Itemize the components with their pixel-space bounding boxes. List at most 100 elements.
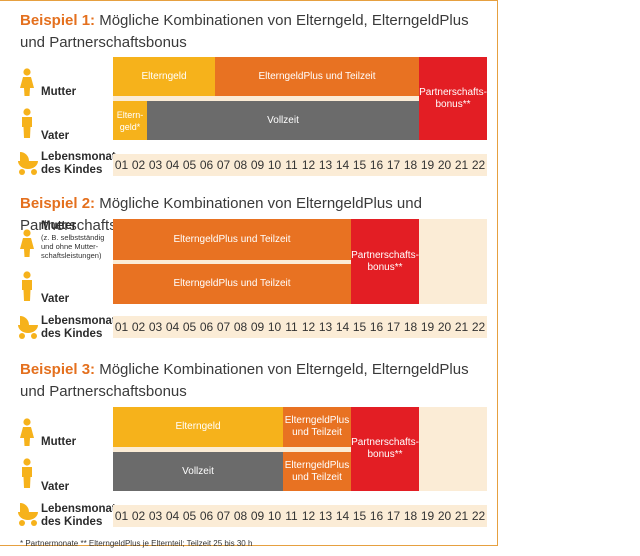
month-label: 21 <box>454 509 469 523</box>
month-label: 05 <box>182 509 197 523</box>
month-label: 09 <box>250 320 265 334</box>
example3-title-number: Beispiel 3: <box>20 361 96 378</box>
month-label: 15 <box>352 509 367 523</box>
month-label: 15 <box>352 320 367 334</box>
month-label: 18 <box>403 320 418 334</box>
example2-label-mutter: Mutter <box>41 220 77 232</box>
month-label: 13 <box>318 509 333 523</box>
example1-bar-mutter-elterngeldplus: ElterngeldPlus und Teilzeit <box>215 57 419 96</box>
example1-bar-mutter-elterngeld: Elterngeld <box>113 57 215 96</box>
month-label: 05 <box>182 320 197 334</box>
example1-title: Beispiel 1: Mögliche Kombinationen von E… <box>20 10 490 54</box>
month-label: 03 <box>148 509 163 523</box>
month-label: 08 <box>233 158 248 172</box>
month-label: 07 <box>216 158 231 172</box>
example1-label-mutter: Mutter <box>41 86 77 98</box>
month-label: 03 <box>148 320 163 334</box>
month-label: 05 <box>182 158 197 172</box>
month-label: 10 <box>267 320 282 334</box>
example1-label-lebensmonat: Lebensmonat des Kindes <box>41 151 116 176</box>
example2-bar-partnerschaftsbonus: Partnerschafts-bonus** <box>351 219 419 304</box>
month-label: 14 <box>335 320 350 334</box>
example1-month-row: 01 02 03 04 05 06 07 08 09 10 11 12 13 14 15 16 17 18 19 20… <box>113 154 487 176</box>
month-label: 02 <box>131 509 146 523</box>
month-label: 15 <box>352 158 367 172</box>
example2-bar-vater-elterngeldplus: ElterngeldPlus und Teilzeit <box>113 264 351 304</box>
month-label: 17 <box>386 320 401 334</box>
example3-label-mutter: Mutter <box>41 436 77 448</box>
month-label: 11 <box>285 158 298 172</box>
month-label: 17 <box>386 509 401 523</box>
man-icon <box>22 108 32 138</box>
example3-label-lebensmonat: Lebensmonat des Kindes <box>41 503 116 528</box>
month-label: 19 <box>420 320 435 334</box>
month-label: 11 <box>285 509 298 523</box>
month-label: 18 <box>403 158 418 172</box>
month-label: 13 <box>318 320 333 334</box>
woman-icon <box>20 418 34 446</box>
month-label: 04 <box>165 320 180 334</box>
man-icon <box>22 458 32 488</box>
example3-bar-mutter-elterngeldplus: ElterngeldPlus und Teilzeit <box>283 407 351 447</box>
example2-month-row: 01 02 03 04 05 06 07 08 09 10 11 12 13 14 15 16 17 18 19 20… <box>113 316 487 338</box>
month-label: 20 <box>437 158 452 172</box>
month-label: 11 <box>285 320 298 334</box>
example3-title-text: Mögliche Kombinationen von Elterngeld, E… <box>20 361 469 400</box>
month-label: 09 <box>250 509 265 523</box>
month-label: 13 <box>318 158 333 172</box>
example2-title-number: Beispiel 2: <box>20 195 96 212</box>
month-label: 12 <box>301 158 316 172</box>
month-label: 17 <box>386 158 401 172</box>
month-label: 14 <box>335 509 350 523</box>
month-label: 08 <box>233 509 248 523</box>
example3-month-row: 01 02 03 04 05 06 07 08 09 10 11 12 13 14 15 16 17 18 19 20… <box>113 505 487 527</box>
example3-title: Beispiel 3: Mögliche Kombinationen von E… <box>20 359 490 403</box>
month-label: 01 <box>114 158 129 172</box>
month-label: 18 <box>403 509 418 523</box>
month-label: 16 <box>369 509 384 523</box>
month-label: 16 <box>369 320 384 334</box>
man-icon <box>22 271 32 301</box>
woman-icon <box>20 68 34 96</box>
month-label: 02 <box>131 320 146 334</box>
example2-label-lebensmonat: Lebensmonat des Kindes <box>41 315 116 340</box>
example1-bar-partnerschaftsbonus: Partnerschafts-bonus** <box>419 57 487 140</box>
figure-frame <box>0 0 498 546</box>
footnote: * Partnermonate ** ElterngeldPlus je Elt… <box>20 539 253 548</box>
month-label: 22 <box>471 509 486 523</box>
month-label: 01 <box>114 320 129 334</box>
month-label: 02 <box>131 158 146 172</box>
example1-label-vater: Vater <box>41 130 70 142</box>
example1-bar-vater-elterngeld: Eltern-geld* <box>113 101 147 140</box>
month-label: 04 <box>165 509 180 523</box>
month-label: 03 <box>148 158 163 172</box>
month-label: 19 <box>420 509 435 523</box>
month-label: 08 <box>233 320 248 334</box>
example3-bar-vater-elterngeldplus: ElterngeldPlus und Teilzeit <box>283 452 351 491</box>
month-label: 16 <box>369 158 384 172</box>
baby-stroller-icon <box>18 152 38 175</box>
month-label: 07 <box>216 320 231 334</box>
month-label: 12 <box>301 320 316 334</box>
month-label: 20 <box>437 320 452 334</box>
month-label: 07 <box>216 509 231 523</box>
woman-icon <box>20 229 34 257</box>
month-label: 06 <box>199 320 214 334</box>
example2-label-vater: Vater <box>41 293 70 305</box>
month-label: 20 <box>437 509 452 523</box>
month-label: 06 <box>199 158 214 172</box>
month-label: 09 <box>250 158 265 172</box>
month-label: 14 <box>335 158 350 172</box>
month-label: 19 <box>420 158 435 172</box>
month-label: 10 <box>267 509 282 523</box>
example3-label-vater: Vater <box>41 481 70 493</box>
example3-bar-mutter-elterngeld: Elterngeld <box>113 407 283 447</box>
month-label: 06 <box>199 509 214 523</box>
baby-stroller-icon <box>18 503 38 526</box>
month-label: 22 <box>471 320 486 334</box>
month-label: 21 <box>454 320 469 334</box>
example3-bar-vater-vollzeit: Vollzeit <box>113 452 283 491</box>
example2-bar-mutter-elterngeldplus: ElterngeldPlus und Teilzeit <box>113 219 351 260</box>
month-label: 01 <box>114 509 129 523</box>
example1-title-text: Mögliche Kombinationen von Elterngeld, E… <box>20 12 469 51</box>
